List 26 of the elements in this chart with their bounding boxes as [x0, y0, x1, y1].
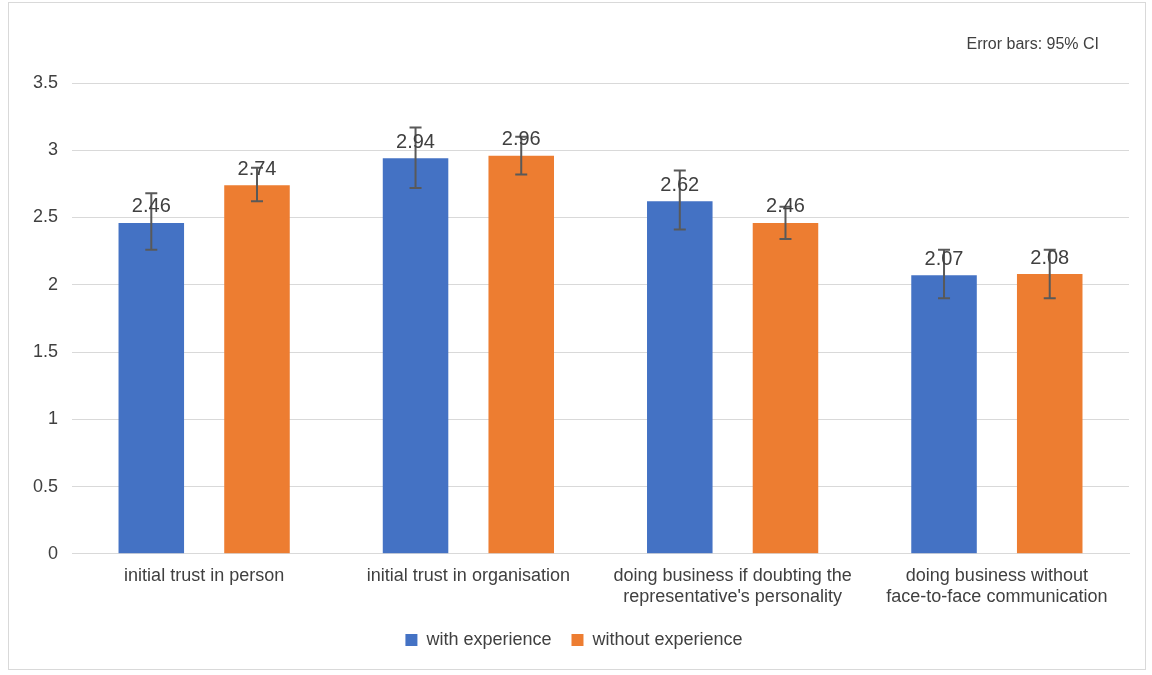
x-tick-label: doing business if doubting the representative's personality	[613, 564, 852, 607]
y-tick-label: 2	[48, 273, 59, 294]
legend-label: with experience	[425, 628, 552, 649]
y-tick-label: 0.5	[32, 475, 59, 496]
data-label: 2.46	[766, 194, 805, 217]
x-tick-label: initial trust in organisation	[366, 564, 570, 585]
bar	[118, 222, 185, 554]
bar	[1016, 274, 1083, 554]
data-label: 2.96	[501, 127, 541, 150]
y-tick-label: 3	[48, 139, 59, 160]
y-tick-label: 1	[48, 408, 59, 429]
legend-label: without experience	[591, 628, 743, 649]
bar	[224, 185, 290, 554]
x-tick-label: doing business without face-to-face communication	[886, 564, 1108, 607]
data-label: 2.74	[237, 156, 277, 179]
bar	[488, 155, 554, 554]
bar	[911, 275, 977, 554]
bar	[647, 201, 713, 554]
x-tick-label: initial trust in person	[124, 564, 285, 585]
y-tick-label: 1.5	[32, 341, 59, 361]
text: Error bars: 95% CI	[966, 35, 1099, 53]
bar	[382, 158, 449, 554]
y-tick-label: 3.5	[32, 71, 59, 92]
y-tick-label: 2.5	[32, 206, 59, 227]
bar	[752, 222, 819, 554]
y-tick-label: 0	[48, 542, 59, 563]
